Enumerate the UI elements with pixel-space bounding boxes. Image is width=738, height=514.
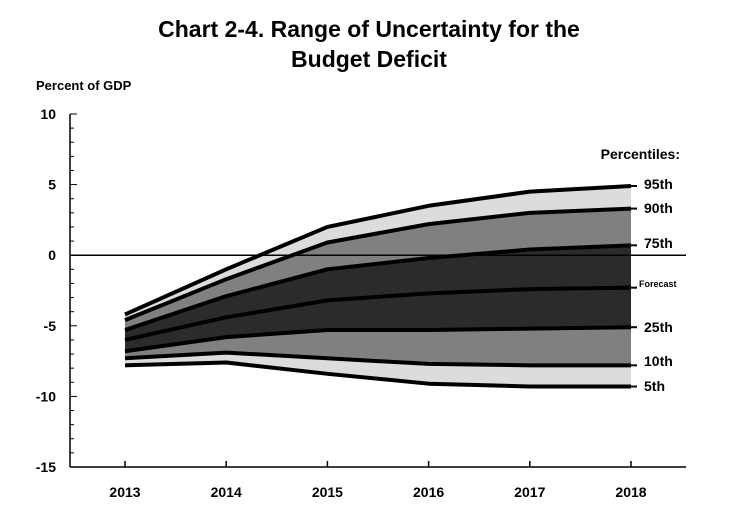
chart-title-line-2: Budget Deficit: [291, 46, 447, 72]
line-Forecast: [124, 285, 632, 342]
y-tick-label: -10: [36, 388, 56, 404]
x-ticks: 2013 2014 2015 2016 2017 2018: [109, 461, 647, 500]
label-10th: 10th: [644, 353, 673, 369]
y-tick-label: -5: [44, 318, 57, 334]
band-90th-75th: [125, 208, 631, 331]
label-25th: 25th: [644, 319, 673, 335]
x-tick-label: 2013: [109, 484, 140, 500]
line-90th: [124, 206, 632, 323]
band-95th-90th: [125, 186, 631, 321]
percentile-lines: [124, 184, 632, 389]
band-10th-5th: [125, 352, 631, 387]
y-ticks: -15 -10 -5 0 5 10: [36, 106, 77, 475]
band-75th-Forecast: [125, 245, 631, 340]
y-tick-label: 10: [40, 106, 56, 122]
line-5th: [124, 360, 631, 389]
label-75th: 75th: [644, 235, 673, 251]
chart-title-line-1: Chart 2-4. Range of Uncertainty for the: [158, 16, 580, 42]
chart-title: Chart 2-4. Range of Uncertainty for the …: [0, 14, 738, 74]
y-tick-label: -15: [36, 459, 56, 475]
x-tick-label: 2014: [211, 484, 242, 500]
label-90th: 90th: [644, 200, 673, 216]
line-10th: [124, 350, 631, 368]
x-tick-label: 2018: [615, 484, 646, 500]
axes: [69, 114, 686, 468]
y-tick-label: 0: [48, 247, 56, 263]
line-25th: [124, 325, 632, 354]
label-5th: 5th: [644, 378, 665, 394]
x-tick-label: 2015: [312, 484, 343, 500]
line-75th: [124, 243, 632, 332]
percentile-labels: 95th 90th 75th Forecast 25th 10th 5th: [631, 176, 677, 394]
y-axis-label: Percent of GDP: [36, 78, 132, 93]
label-Forecast: Forecast: [639, 279, 677, 289]
x-tick-label: 2017: [514, 484, 545, 500]
legend-title: Percentiles:: [601, 146, 680, 162]
y-tick-label: 5: [48, 177, 56, 193]
label-95th: 95th: [644, 176, 673, 192]
x-tick-label: 2016: [413, 484, 444, 500]
line-95th: [124, 184, 632, 317]
